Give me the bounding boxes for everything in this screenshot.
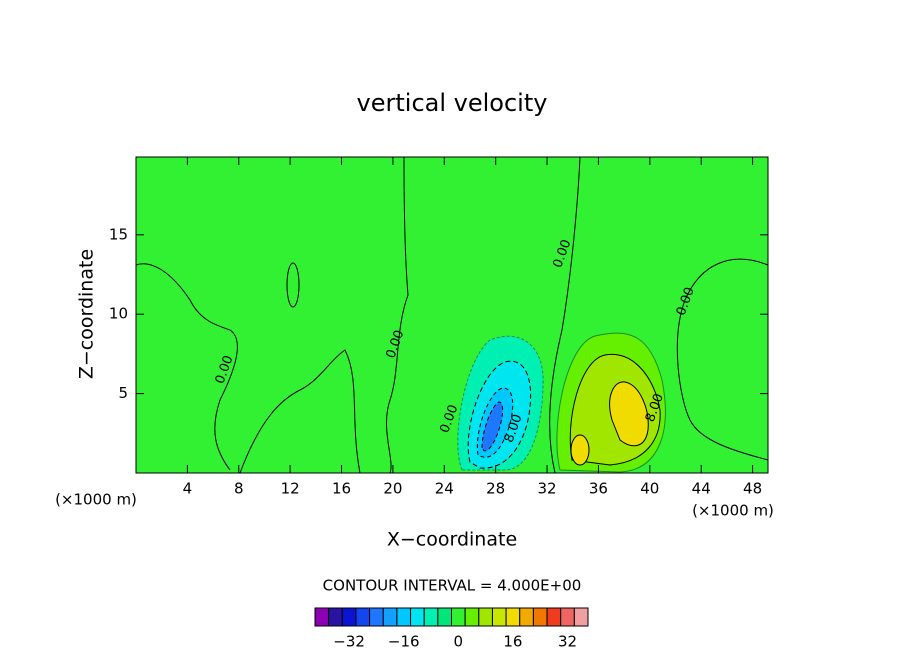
contour-line — [549, 156, 581, 474]
contour-field — [135, 156, 769, 474]
x-tick-label: 28 — [486, 480, 505, 498]
colorbar-box — [341, 607, 357, 627]
x-tick-label: 48 — [743, 480, 762, 498]
x-tick-label: 8 — [234, 480, 244, 498]
colorbar-label: 16 — [503, 633, 522, 651]
x-unit-label: (×1000 m) — [55, 491, 137, 509]
contour-line — [676, 258, 769, 461]
x-tick-label: 36 — [589, 480, 608, 498]
colorbar-box — [491, 607, 507, 627]
x-unit-label: (×1000 m) — [692, 502, 774, 520]
colorbar-box — [423, 607, 439, 627]
colorbar-box — [505, 607, 521, 627]
colorbar-box — [560, 607, 575, 627]
x-tick-label: 16 — [332, 480, 351, 498]
colorbar-box — [532, 607, 548, 627]
x-tick-label: 32 — [538, 480, 557, 498]
colorbar-box — [314, 607, 330, 627]
y-axis-label: Z−coordinate — [76, 249, 98, 379]
chart-title: vertical velocity — [357, 89, 548, 117]
contour-line — [386, 156, 409, 474]
contour-line — [286, 262, 300, 308]
colorbar-box — [396, 607, 412, 627]
colorbar-box — [382, 607, 398, 627]
colorbar-box — [573, 607, 589, 627]
colorbar-label: 0 — [454, 633, 464, 651]
colorbar-label: −32 — [333, 633, 365, 651]
colorbar-box — [410, 607, 425, 627]
colorbar-box — [355, 607, 371, 627]
contour-fill — [570, 434, 590, 466]
y-tick-label: 10 — [109, 305, 128, 323]
x-tick-label: 44 — [692, 480, 711, 498]
x-tick-label: 12 — [281, 480, 300, 498]
colorbar-label: 32 — [558, 633, 577, 651]
x-tick-label: 24 — [435, 480, 454, 498]
plot-border — [135, 156, 769, 474]
contour-line — [135, 263, 238, 471]
colorbar-box — [328, 607, 343, 627]
colorbar-box — [546, 607, 562, 627]
colorbar-box — [478, 607, 493, 627]
contour-fill — [481, 401, 504, 452]
x-tick-label: 4 — [183, 480, 193, 498]
x-tick-label: 40 — [640, 480, 659, 498]
y-tick-label: 5 — [118, 384, 128, 402]
contour-fill — [609, 381, 649, 447]
colorbar-box — [451, 607, 466, 627]
x-axis-label: X−coordinate — [387, 529, 517, 551]
y-tick-label: 15 — [109, 225, 128, 243]
colorbar-label: −16 — [388, 633, 420, 651]
colorbar-box — [519, 607, 534, 627]
contour-line — [239, 349, 361, 474]
contour-interval: CONTOUR INTERVAL = 4.000E+00 — [323, 577, 582, 595]
colorbar-box — [437, 607, 453, 627]
x-tick-label: 20 — [383, 480, 402, 498]
colorbar-box — [464, 607, 480, 627]
colorbar-box — [369, 607, 384, 627]
